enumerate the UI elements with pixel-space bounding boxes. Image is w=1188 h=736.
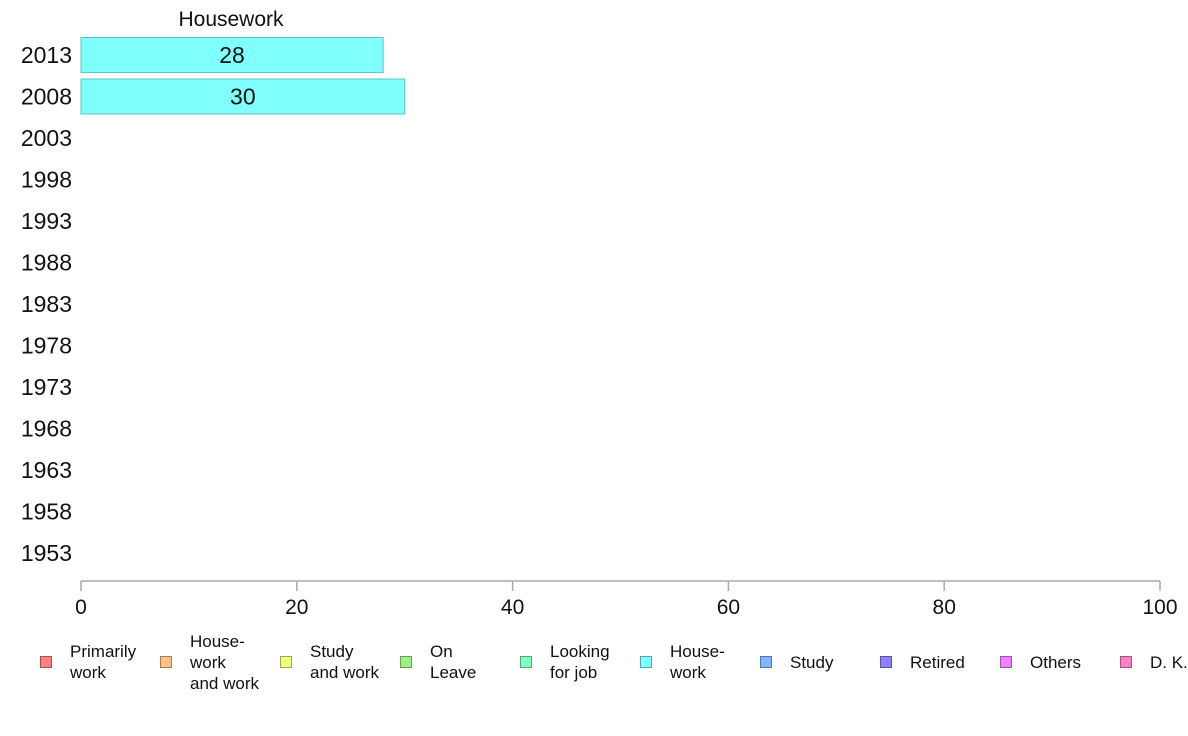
legend-item: D. K. [1120,630,1188,694]
x-tick-label-20: 20 [285,596,308,619]
x-tick-label-80: 80 [933,596,956,619]
chart-title: Housework [178,8,284,31]
year-label-1968: 1968 [21,416,72,442]
year-label-1973: 1973 [21,374,72,400]
legend-item: Primarily work [40,630,136,694]
year-label-1958: 1958 [21,499,72,525]
legend-item: Study and work [280,630,379,694]
bar-chart: Housework 2013 2008 2003 1998 1993 1988 1983 19… [21,8,1178,619]
year-label-1953: 1953 [21,540,72,566]
legend-label: Retired [910,652,965,672]
year-label-1983: 1983 [21,291,72,317]
legend-item: On Leave [400,630,476,694]
legend-swatch [880,656,892,668]
year-label-2003: 2003 [21,125,72,151]
bar-2008 [80,78,406,115]
bar-value-label-2008: 30 [230,84,256,110]
legend-swatch [160,656,172,668]
legend-item: Study [760,630,833,694]
legend-label: House- work and work [190,631,259,693]
year-label-1963: 1963 [21,457,72,483]
legend-label: Primarily work [70,642,137,682]
legend-item: House- work [640,630,725,694]
legend-swatch [40,656,52,668]
legend-label: House- work [670,642,725,682]
legend-swatch [760,656,772,668]
legend-item: Others [1000,630,1081,694]
legend-item: Looking for job [520,630,610,694]
bar-value-label-2013: 28 [219,42,245,68]
x-tick-label-60: 60 [717,596,740,619]
legend-swatch [280,656,292,668]
legend-label: Others [1030,652,1082,672]
legend-label: D. K. [1150,652,1188,672]
legend-swatch [640,656,652,668]
legend-label: Looking for job [550,642,610,682]
legend-swatch [520,656,532,668]
legend-item: House- work and work [160,630,259,694]
legend-item: Retired [880,630,965,694]
legend-swatch [400,656,412,668]
legend-swatch [1000,656,1012,668]
year-label-2013: 2013 [21,42,72,68]
legend-label: Study [790,652,834,672]
legend-label: Study and work [310,642,379,682]
x-tick-label-0: 0 [75,596,87,619]
legend-swatch [1120,656,1132,668]
x-tick-label-40: 40 [501,596,524,619]
year-label-1993: 1993 [21,208,72,234]
year-label-1998: 1998 [21,167,72,193]
legend-label: On Leave [430,642,477,682]
x-tick-label-100: 100 [1142,596,1177,619]
bar-2013 [80,37,384,73]
year-label-1988: 1988 [21,250,72,276]
year-label-1978: 1978 [21,333,72,359]
legend: Primarily work House- work and work Study … [0,630,1188,700]
year-label-2008: 2008 [21,84,72,110]
